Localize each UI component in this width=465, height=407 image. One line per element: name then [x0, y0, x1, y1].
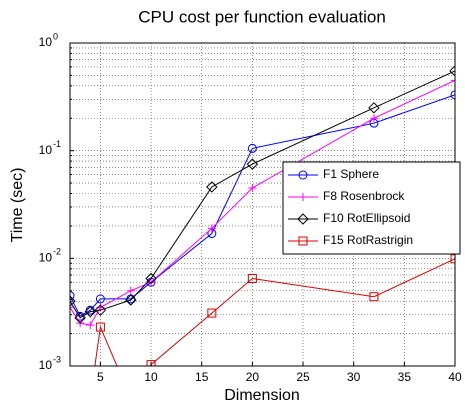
marker	[84, 305, 96, 318]
legend-label: F10 RotEllipsoid	[323, 211, 410, 225]
marker	[125, 294, 137, 306]
marker	[451, 76, 455, 85]
marker	[299, 193, 307, 201]
legend: F1 Sphere F8 Rosenbrock F10 RotEllipsoid F1…	[282, 161, 461, 255]
marker	[127, 394, 135, 402]
marker	[450, 254, 455, 264]
y-tick-label: 10	[39, 143, 53, 157]
y-tick-label: 10	[39, 358, 53, 372]
marker	[298, 236, 308, 246]
legend-label: F1 Sphere	[323, 167, 379, 181]
marker	[207, 308, 217, 318]
marker	[450, 90, 455, 100]
marker	[146, 360, 156, 366]
legend-label: F8 Rosenbrock	[323, 189, 405, 203]
series-line	[94, 258, 455, 366]
y-tick-label: 10	[39, 251, 53, 265]
marker	[70, 295, 76, 307]
marker	[95, 294, 105, 304]
x-tick-label: 40	[448, 370, 462, 384]
marker	[207, 224, 216, 233]
marker	[74, 312, 86, 324]
marker	[147, 278, 156, 287]
marker	[248, 184, 257, 193]
marker	[145, 272, 157, 285]
marker	[247, 273, 257, 283]
y-tick-exponent: -3	[53, 354, 61, 364]
x-axis-label: Dimension	[224, 387, 300, 404]
marker	[247, 143, 257, 153]
marker	[449, 65, 455, 77]
chart-title: CPU cost per function evaluation	[138, 7, 386, 26]
marker	[70, 291, 75, 301]
y-tick-exponent: 0	[53, 31, 58, 41]
marker	[369, 114, 378, 123]
plot	[70, 65, 455, 402]
marker	[95, 322, 105, 332]
marker	[70, 303, 74, 312]
y-axis-label: Time (sec)	[9, 168, 26, 243]
marker	[86, 394, 94, 402]
marker	[206, 181, 218, 193]
y-tick-exponent: -2	[53, 247, 61, 257]
marker	[246, 158, 259, 170]
y-tick-label: 10	[39, 35, 53, 49]
x-tick-label: 5	[97, 370, 104, 384]
marker	[368, 102, 380, 114]
marker	[297, 213, 309, 225]
marker	[369, 292, 379, 302]
series-line	[70, 70, 455, 319]
marker	[94, 304, 107, 316]
x-tick-label: 15	[195, 370, 209, 384]
x-tick-label: 10	[144, 370, 158, 384]
legend-label: F15 RotRastrigin	[323, 233, 413, 247]
x-tick-label: 25	[296, 370, 310, 384]
marker	[86, 321, 95, 330]
y-tick-exponent: -1	[53, 139, 61, 149]
marker	[298, 170, 308, 180]
x-tick-label: 20	[246, 370, 260, 384]
x-tick-label: 30	[347, 370, 361, 384]
marker	[126, 286, 135, 295]
x-tick-label: 35	[398, 370, 412, 384]
series-line	[70, 79, 455, 326]
legend-box	[282, 161, 461, 255]
